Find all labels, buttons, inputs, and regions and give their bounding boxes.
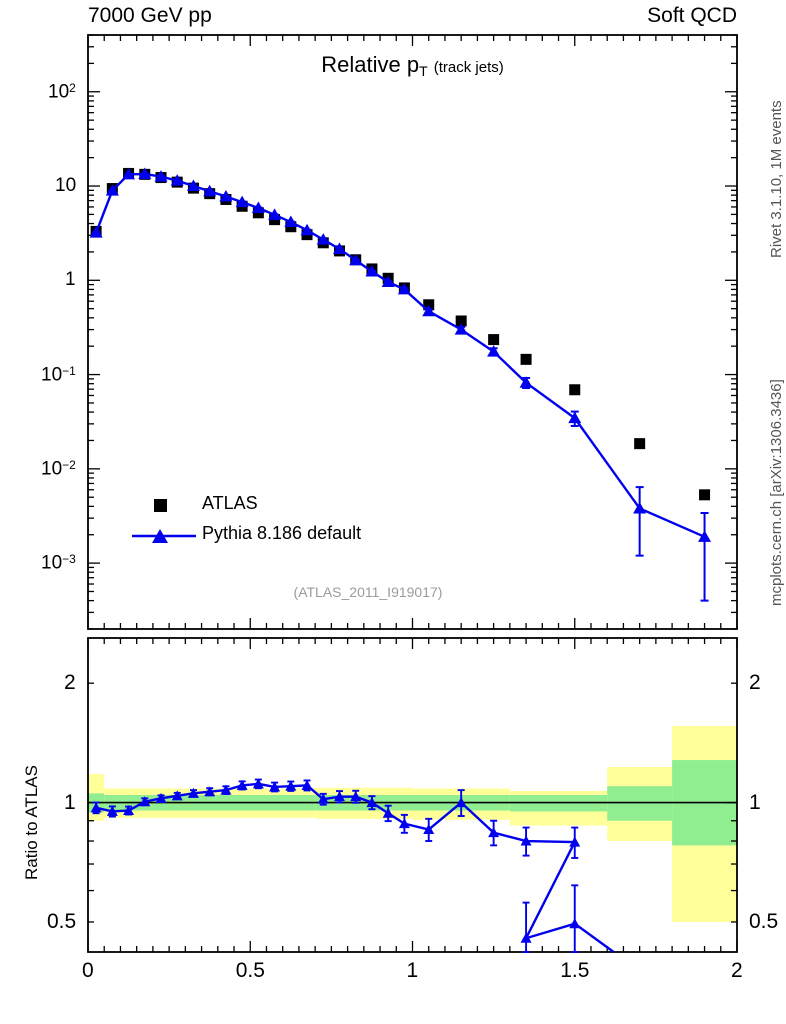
ratio-data-point: [382, 807, 394, 818]
data-point-pythia: [219, 189, 233, 202]
ratio-data-point: [333, 791, 345, 802]
main-y-tick-label: 10−1: [41, 363, 76, 385]
ratio-data-point: [106, 805, 118, 816]
legend-label-atlas: ATLAS: [202, 493, 258, 513]
data-point-atlas: [455, 315, 467, 327]
header-left-label: 7000 GeV pp: [88, 4, 212, 27]
data-point-pythia: [422, 304, 436, 317]
data-point-pythia: [154, 170, 168, 182]
data-point-pythia: [235, 195, 249, 208]
ratio-data-point: [569, 918, 581, 929]
x-tick-label: 0.5: [235, 959, 265, 982]
main-y-tick-label: 102: [48, 80, 76, 103]
data-point-pythia: [698, 530, 712, 542]
ratio-y-tick-label: 1: [64, 790, 76, 814]
data-point-pythia: [203, 184, 217, 197]
data-point-pythia: [122, 167, 136, 180]
ratio-data-point: [236, 779, 248, 790]
ratio-band-green: [607, 786, 673, 821]
ratio-y-tick-label-right: 2: [749, 671, 761, 695]
ratio-data-point: [187, 787, 199, 798]
ratio-data-point: [220, 784, 232, 795]
ratio-data-point: [520, 932, 532, 943]
data-point-atlas: [699, 489, 711, 501]
page-title: Relative pT (track jets): [88, 52, 737, 79]
x-tick-label: 2: [731, 959, 743, 982]
data-point-pythia: [381, 275, 395, 287]
legend-marker-triangle: [132, 529, 196, 543]
data-point-pythia: [332, 242, 346, 254]
data-point-pythia: [454, 323, 468, 335]
ratio-data-point: [350, 791, 362, 802]
main-y-tick-label: 10: [55, 175, 77, 197]
title-subscript: T: [419, 62, 428, 79]
x-tick-label: 0: [82, 959, 94, 982]
main-y-tick-label: 10−3: [41, 552, 76, 574]
title-main-text: Relative p: [321, 52, 420, 77]
ratio-data-point: [139, 796, 151, 807]
ratio-y-tick-label: 2: [64, 671, 76, 695]
ratio-data-point: [455, 797, 467, 808]
x-tick-label: 1.5: [560, 959, 590, 982]
ratio-data-point: [204, 786, 216, 797]
data-point-pythia: [487, 345, 501, 357]
title-paren-text: (track jets): [433, 59, 504, 76]
x-tick-label: 1: [406, 959, 419, 982]
data-point-pythia: [89, 226, 103, 238]
ratio-data-point: [423, 824, 435, 835]
legend-marker-square: [154, 499, 167, 512]
data-point-atlas: [520, 353, 532, 365]
series-line-pythia: [94, 172, 706, 538]
data-point-pythia: [138, 167, 152, 180]
ratio-data-point: [269, 781, 281, 792]
data-point-atlas: [488, 334, 500, 346]
ratio-data-point: [123, 805, 135, 816]
data-point-pythia: [268, 208, 282, 220]
data-point-atlas: [569, 384, 581, 396]
data-point-pythia: [519, 376, 533, 388]
ratio-data-point: [90, 802, 102, 813]
data-point-pythia: [170, 174, 184, 186]
data-point-pythia: [349, 253, 363, 266]
ratio-data-point: [252, 778, 264, 789]
ratio-data-point: [285, 780, 297, 791]
main-y-tick-label: 1: [65, 269, 76, 291]
data-point-pythia: [568, 411, 582, 424]
ratio-data-point: [488, 827, 500, 838]
ratio-data-point: [171, 790, 183, 801]
data-point-pythia: [397, 282, 411, 295]
legend-label-pythia: Pythia 8.186 default: [202, 523, 362, 543]
data-point-pythia: [105, 184, 119, 196]
ratio-y-tick-label-right: 1: [749, 790, 761, 814]
data-point-pythia: [633, 501, 647, 514]
ratio-y-tick-label-right: 0.5: [749, 909, 779, 933]
ratio-data-point: [155, 792, 167, 803]
main-y-tick-label: 10−2: [41, 457, 76, 480]
header-right-label: Soft QCD: [647, 4, 737, 27]
ratio-data-point: [520, 835, 532, 846]
ratio-data-point: [366, 797, 378, 808]
data-point-pythia: [284, 215, 298, 228]
data-point-atlas: [634, 438, 646, 450]
ratio-data-point: [301, 779, 313, 790]
ratio-y-tick-label: 0.5: [47, 909, 77, 933]
data-point-pythia: [300, 223, 314, 236]
ratio-data-point: [317, 793, 329, 804]
ratio-data-point: [398, 818, 410, 829]
data-point-pythia: [251, 201, 265, 213]
data-point-pythia: [186, 179, 200, 192]
data-point-pythia: [365, 264, 379, 277]
ratio-tail-line: [523, 841, 615, 953]
data-point-pythia: [316, 233, 330, 245]
analysis-watermark: (ATLAS_2011_I919017): [293, 584, 443, 600]
ratio-data-point: [569, 836, 581, 847]
